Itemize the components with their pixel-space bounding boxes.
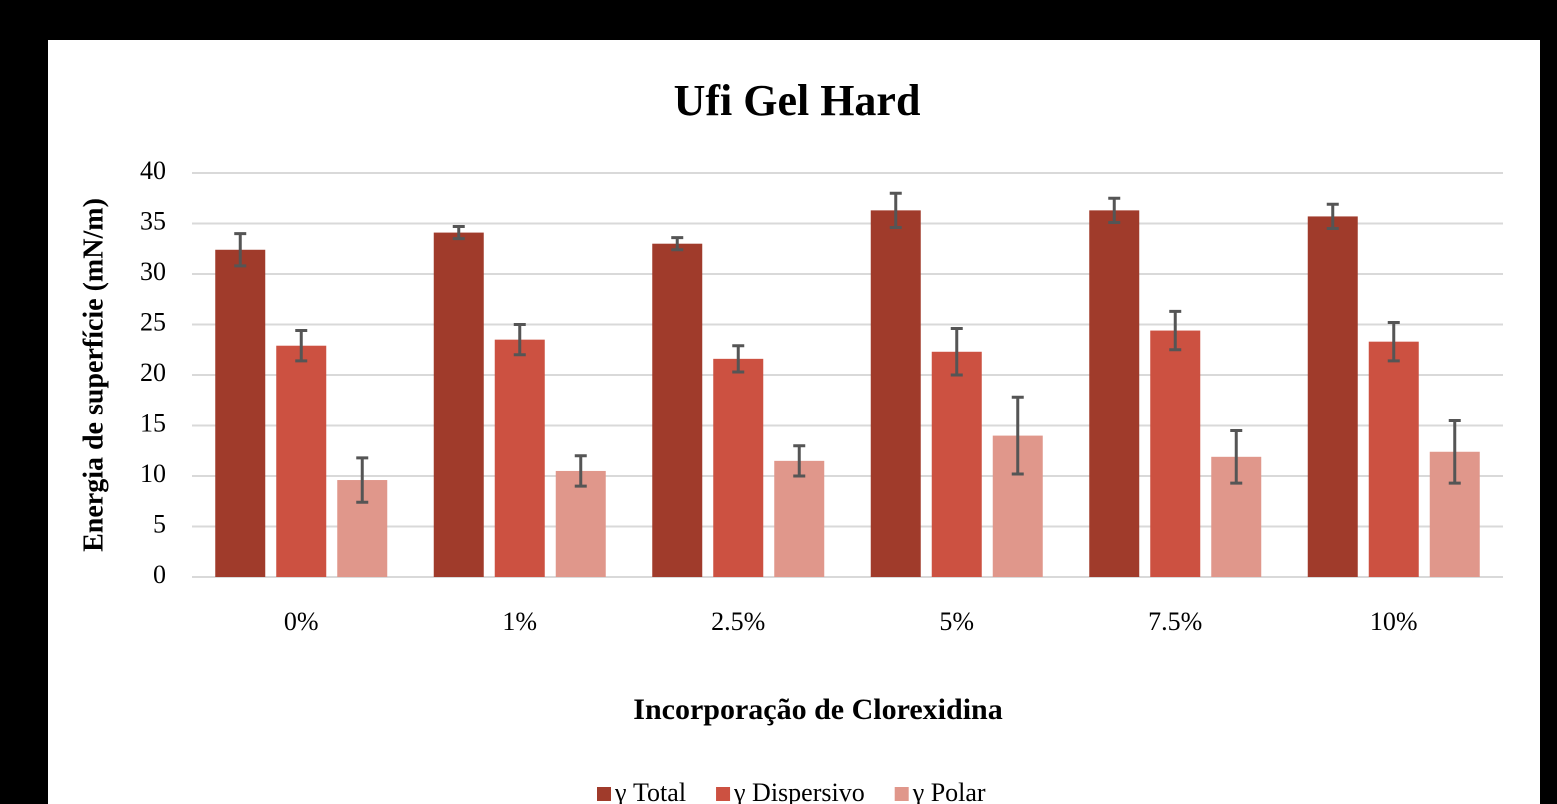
error-bar bbox=[356, 456, 369, 504]
error-bar bbox=[950, 327, 963, 377]
error-bar bbox=[574, 454, 587, 488]
bar bbox=[870, 210, 921, 577]
error-bar bbox=[295, 329, 308, 363]
error-bar bbox=[1326, 202, 1339, 231]
error-bar bbox=[1169, 309, 1182, 352]
error-bar bbox=[793, 444, 806, 478]
y-tick-label: 35 bbox=[140, 206, 166, 235]
bar bbox=[713, 358, 764, 577]
bar bbox=[1368, 341, 1419, 577]
x-tick-label: 7.5% bbox=[1148, 607, 1202, 636]
error-bar bbox=[234, 232, 247, 268]
x-tick-label: 0% bbox=[284, 607, 319, 636]
bar bbox=[774, 460, 825, 577]
error-bar bbox=[452, 225, 465, 241]
bar bbox=[494, 339, 545, 577]
chart-title: Ufi Gel Hard bbox=[674, 76, 921, 125]
y-tick-label: 20 bbox=[140, 358, 166, 387]
y-tick-label: 40 bbox=[140, 156, 166, 185]
legend-swatch bbox=[716, 787, 731, 801]
error-bar bbox=[1387, 320, 1400, 363]
y-tick-label: 10 bbox=[140, 459, 166, 488]
legend-swatch bbox=[597, 787, 611, 801]
bar bbox=[276, 345, 327, 577]
legend-label: γ Dispersivo bbox=[733, 778, 865, 804]
error-bar bbox=[889, 191, 902, 230]
x-tick-label: 2.5% bbox=[711, 607, 765, 636]
legend-label: γ Polar bbox=[912, 778, 986, 804]
error-bar bbox=[1230, 429, 1243, 485]
y-axis-label: Energia de superfície (mN/m) bbox=[78, 198, 109, 552]
bar bbox=[555, 470, 606, 577]
y-tick-label: 0 bbox=[153, 560, 166, 589]
error-bar bbox=[513, 323, 526, 357]
y-tick-label: 5 bbox=[153, 509, 166, 538]
y-tick-label: 15 bbox=[140, 408, 166, 437]
bar bbox=[1150, 330, 1201, 577]
bar bbox=[433, 232, 484, 577]
y-tick-label: 25 bbox=[140, 307, 166, 336]
x-tick-label: 1% bbox=[502, 607, 537, 636]
x-axis-label: Incorporação de Clorexidina bbox=[633, 693, 1002, 726]
y-tick-label: 30 bbox=[140, 257, 166, 286]
x-tick-label: 10% bbox=[1370, 607, 1418, 636]
error-bar bbox=[1108, 196, 1121, 224]
x-tick-label: 5% bbox=[939, 607, 974, 636]
bar bbox=[1089, 210, 1140, 577]
bar bbox=[1307, 216, 1358, 577]
error-bar bbox=[732, 344, 745, 374]
legend-swatch bbox=[894, 787, 909, 801]
bar bbox=[215, 249, 266, 577]
error-bar bbox=[1011, 395, 1024, 476]
error-bar bbox=[671, 236, 684, 252]
error-bar bbox=[1448, 418, 1461, 485]
bar bbox=[931, 351, 982, 577]
legend-label: γ Total bbox=[614, 778, 686, 804]
bar bbox=[652, 243, 703, 577]
